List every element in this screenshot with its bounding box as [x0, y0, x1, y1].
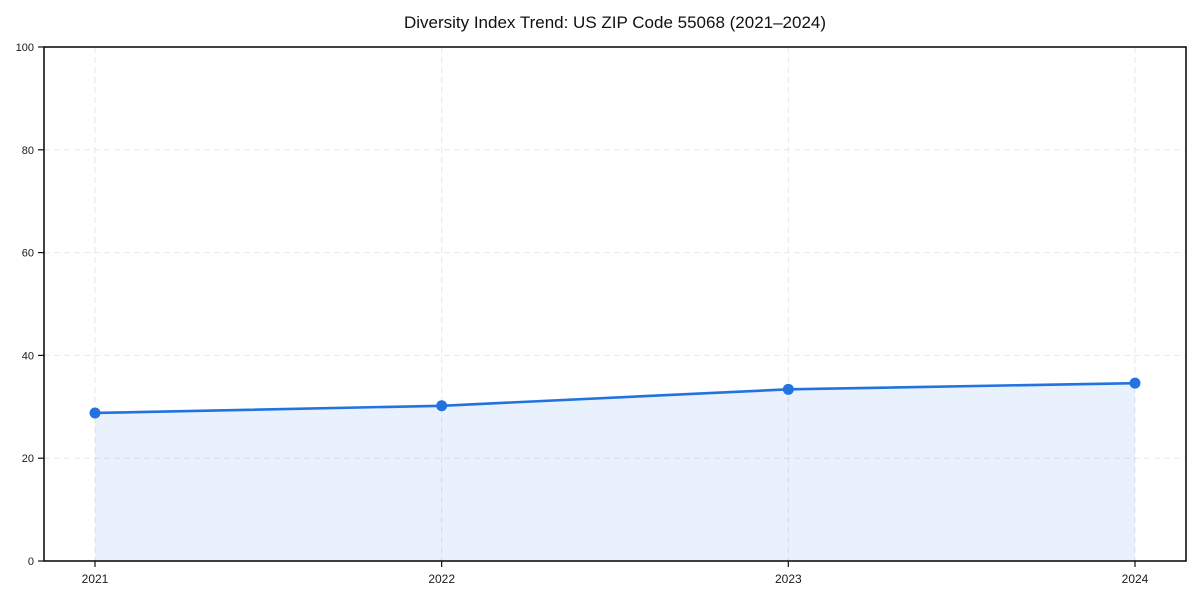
- y-tick-label: 60: [22, 248, 34, 260]
- plot-border: [43, 46, 1187, 562]
- y-tick-label: 0: [28, 556, 34, 568]
- x-tick-label: 2021: [82, 572, 109, 586]
- data-point-2021: [89, 407, 101, 419]
- chart-title: Diversity Index Trend: US ZIP Code 55068…: [403, 13, 827, 32]
- trend-line: [93, 381, 1137, 415]
- y-tick-label: 20: [22, 453, 34, 465]
- y-tick-label: 80: [22, 145, 34, 157]
- y-tick-label: 100: [16, 42, 34, 54]
- x-tick-label: 2024: [1122, 572, 1149, 586]
- data-point-2022: [436, 400, 448, 412]
- x-tick-label: 2023: [775, 572, 802, 586]
- x-tick-label: 2022: [428, 572, 455, 586]
- y-tick-label: 40: [22, 350, 34, 362]
- area-fill: [95, 383, 1135, 561]
- data-point-2024: [1129, 377, 1141, 389]
- data-point-2023: [782, 383, 794, 395]
